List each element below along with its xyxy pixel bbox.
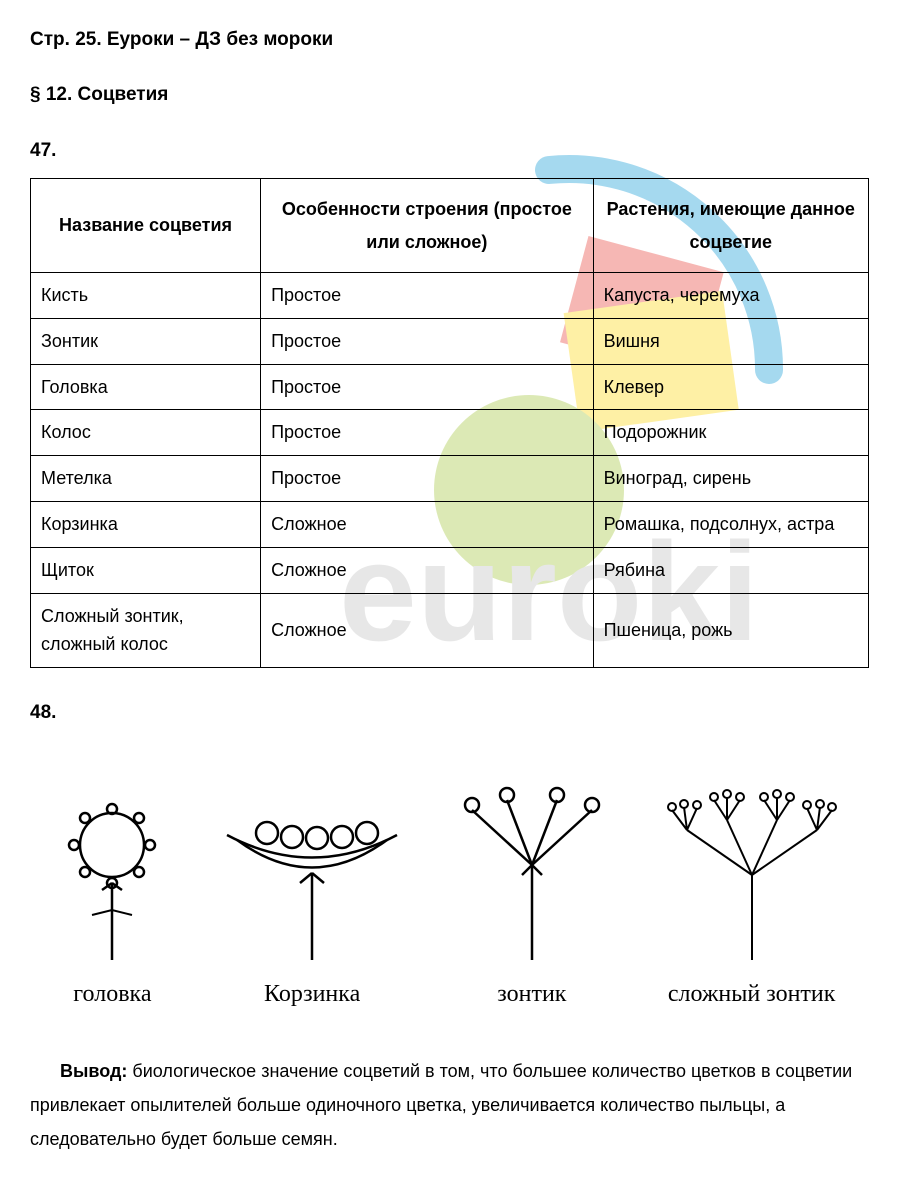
table-cell: Виноград, сирень [593,456,868,502]
exercise-47-number: 47. [30,136,869,166]
table-cell: Пшеница, рожь [593,593,868,668]
diagram-label-zontik: зонтик [497,975,566,1013]
table-cell: Простое [261,364,594,410]
table-cell: Сложное [261,501,594,547]
table-row: ЩитокСложноеРябина [31,547,869,593]
diagram-korzinka: Корзинка [212,795,412,1013]
diagram-zontik: зонтик [447,775,617,1013]
table-cell: Колос [31,410,261,456]
section-title: § 12. Соцветия [30,80,869,110]
table-cell: Корзинка [31,501,261,547]
table-cell: Головка [31,364,261,410]
diagram-golovka: головка [47,795,177,1013]
table-cell: Метелка [31,456,261,502]
table-cell: Сложное [261,593,594,668]
table-cell: Сложный зонтик, сложный колос [31,593,261,668]
table-cell: Подорожник [593,410,868,456]
col-header-plants: Растения, имеющие данное соцветие [593,179,868,273]
table-row: ГоловкаПростоеКлевер [31,364,869,410]
table-cell: Клевер [593,364,868,410]
table-row: КистьПростоеКапуста, черемуха [31,272,869,318]
table-cell: Простое [261,410,594,456]
table-cell: Вишня [593,318,868,364]
table-cell: Простое [261,272,594,318]
diagram-label-golovka: головка [73,975,151,1013]
table-cell: Простое [261,318,594,364]
col-header-name: Название соцветия [31,179,261,273]
col-header-structure: Особенности строения (простое или сложно… [261,179,594,273]
table-cell: Капуста, черемуха [593,272,868,318]
diagram-label-slozhny-zontik: сложный зонтик [668,975,836,1013]
table-cell: Рябина [593,547,868,593]
table-row: МетелкаПростоеВиноград, сирень [31,456,869,502]
table-cell: Ромашка, подсолнух, астра [593,501,868,547]
diagram-slozhny-zontik: сложный зонтик [652,775,852,1013]
table-cell: Простое [261,456,594,502]
diagrams-row: головка Корзинка [30,754,869,1014]
table-row: Сложный зонтик, сложный колосСложноеПшен… [31,593,869,668]
table-row: КолосПростоеПодорожник [31,410,869,456]
table-cell: Зонтик [31,318,261,364]
diagram-label-korzinka: Корзинка [264,975,360,1013]
conclusion-text: биологическое значение соцветий в том, ч… [30,1061,852,1149]
inflorescence-table: Название соцветия Особенности строения (… [30,178,869,668]
exercise-48-number: 48. [30,698,869,728]
page-header: Стр. 25. Еуроки – ДЗ без мороки [30,25,869,55]
table-cell: Щиток [31,547,261,593]
table-row: ЗонтикПростоеВишня [31,318,869,364]
conclusion-label: Вывод: [60,1061,127,1081]
table-cell: Сложное [261,547,594,593]
table-row: КорзинкаСложноеРомашка, подсолнух, астра [31,501,869,547]
conclusion: Вывод: биологическое значение соцветий в… [30,1054,869,1157]
table-cell: Кисть [31,272,261,318]
